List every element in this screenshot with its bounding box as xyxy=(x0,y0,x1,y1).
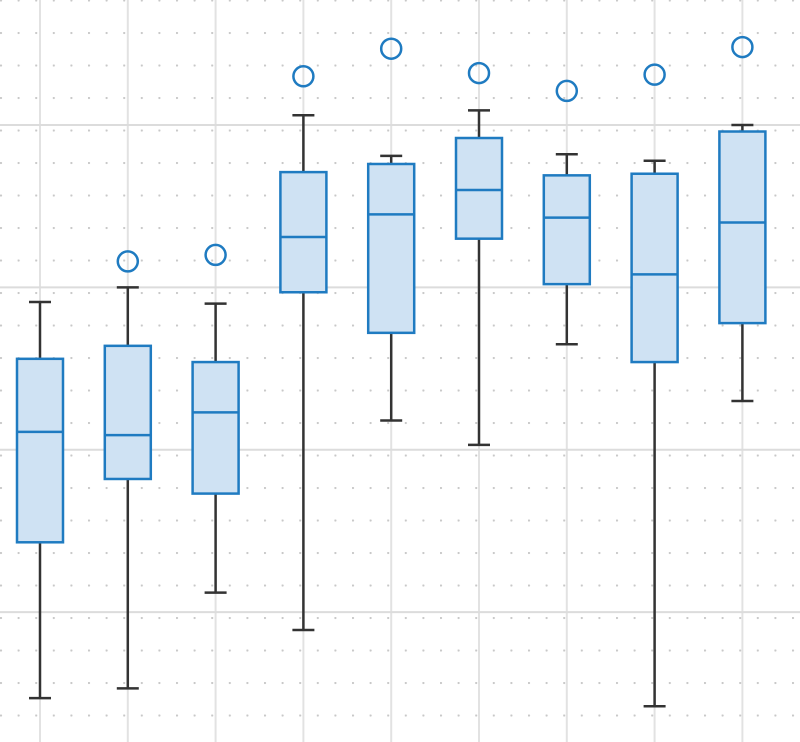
box xyxy=(542,174,592,286)
box xyxy=(454,136,504,240)
outlier xyxy=(467,61,491,85)
box xyxy=(718,130,767,325)
outlier xyxy=(731,35,754,59)
outlier xyxy=(116,250,140,273)
outlier xyxy=(555,79,579,103)
box xyxy=(103,344,153,481)
outlier xyxy=(292,65,315,88)
outlier xyxy=(643,63,666,86)
outlier xyxy=(204,243,227,267)
box xyxy=(366,162,416,335)
outlier xyxy=(379,37,403,60)
box xyxy=(630,172,679,364)
box xyxy=(279,170,328,294)
box xyxy=(191,360,240,495)
box xyxy=(15,357,65,544)
